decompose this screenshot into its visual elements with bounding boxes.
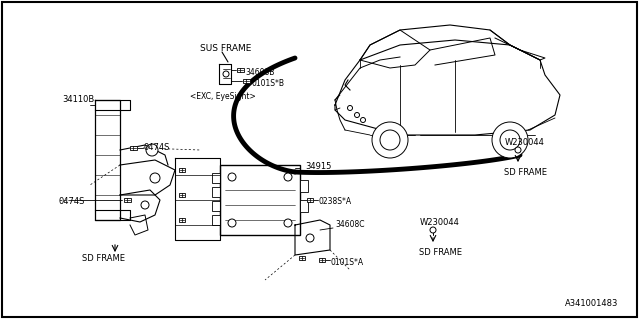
Bar <box>124 197 131 203</box>
Circle shape <box>500 130 520 150</box>
Text: SD FRAME: SD FRAME <box>504 168 547 177</box>
Text: W230044: W230044 <box>505 138 545 147</box>
Bar <box>179 193 185 197</box>
Text: 34608B: 34608B <box>245 68 275 77</box>
Text: W230044: W230044 <box>420 218 460 227</box>
Bar <box>129 146 136 150</box>
Bar <box>319 258 325 262</box>
Bar <box>179 218 185 222</box>
Text: 34608C: 34608C <box>335 220 365 229</box>
Text: 34915: 34915 <box>305 162 332 171</box>
Text: SUS FRAME: SUS FRAME <box>200 44 252 53</box>
Circle shape <box>228 219 236 227</box>
Bar <box>212 173 220 183</box>
Bar <box>299 256 305 260</box>
Circle shape <box>492 122 528 158</box>
Text: 0101S*B: 0101S*B <box>251 79 284 88</box>
Circle shape <box>284 173 292 181</box>
Circle shape <box>360 117 365 123</box>
Text: 0474S: 0474S <box>58 197 84 206</box>
Text: A341001483: A341001483 <box>565 299 618 308</box>
Circle shape <box>430 227 436 233</box>
Text: <EXC, EyeSight>: <EXC, EyeSight> <box>190 92 256 101</box>
Bar <box>212 187 220 197</box>
Text: 0474S: 0474S <box>143 143 170 152</box>
Text: 0101S*A: 0101S*A <box>330 258 363 267</box>
Circle shape <box>380 130 400 150</box>
Text: SD FRAME: SD FRAME <box>82 254 125 263</box>
Bar <box>300 180 308 192</box>
Text: SD FRAME: SD FRAME <box>419 248 462 257</box>
Circle shape <box>141 201 149 209</box>
Bar <box>212 201 220 211</box>
Circle shape <box>284 219 292 227</box>
Circle shape <box>228 173 236 181</box>
Bar <box>179 168 185 172</box>
Text: 34110B: 34110B <box>62 95 94 104</box>
Circle shape <box>372 122 408 158</box>
Circle shape <box>355 113 360 117</box>
Circle shape <box>146 144 158 156</box>
Circle shape <box>223 71 229 77</box>
Circle shape <box>150 173 160 183</box>
Text: 0238S*A: 0238S*A <box>318 197 351 206</box>
Bar <box>212 215 220 225</box>
Bar <box>237 68 243 72</box>
Circle shape <box>348 106 353 110</box>
FancyBboxPatch shape <box>220 165 300 235</box>
Bar <box>307 198 313 202</box>
Circle shape <box>515 147 521 153</box>
Bar <box>243 78 250 84</box>
Bar <box>300 200 308 212</box>
Circle shape <box>306 234 314 242</box>
